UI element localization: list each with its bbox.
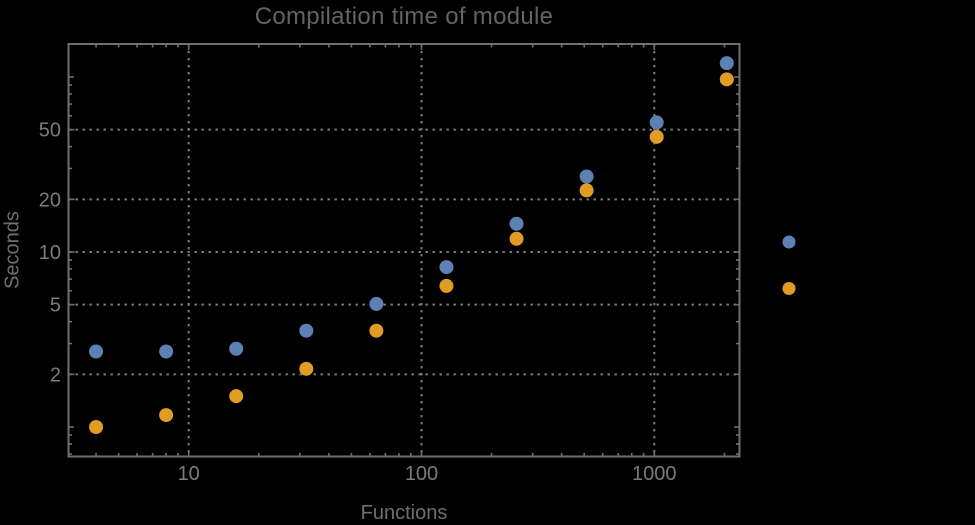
x-tick-label: 10 [178, 463, 200, 485]
data-point-series-blue-x512 [579, 169, 594, 184]
data-point-series-orange-x256 [509, 231, 524, 246]
data-point-series-blue-x16 [229, 341, 244, 356]
data-point-series-blue-x256 [509, 216, 524, 231]
y-tick-label: 20 [39, 189, 61, 211]
y-tick-label: 2 [50, 364, 61, 386]
legend-marker-0 [782, 235, 796, 249]
data-point-series-blue-x64 [369, 296, 384, 311]
y-tick-label: 50 [39, 120, 61, 142]
data-point-series-orange-x32 [299, 361, 314, 376]
data-point-series-orange-x64 [369, 323, 384, 338]
chart-title: Compilation time of module [254, 3, 554, 30]
data-point-series-orange-x4 [89, 420, 104, 434]
plot-frame [67, 43, 741, 458]
data-point-series-orange-x1024 [649, 129, 664, 144]
data-point-series-blue-x128 [439, 260, 454, 275]
y-tick-label: 10 [39, 242, 61, 264]
data-point-series-orange-x16 [229, 389, 244, 404]
x-tick-label: 1000 [632, 463, 677, 485]
legend-marker-1 [782, 282, 796, 295]
x-tick-label: 100 [405, 463, 438, 485]
data-point-series-orange-x128 [439, 278, 454, 293]
data-point-series-orange-x2048 [719, 72, 734, 87]
y-tick-label: 5 [50, 295, 61, 317]
data-point-series-orange-x8 [159, 408, 174, 423]
data-point-series-blue-x1024 [649, 115, 664, 130]
data-point-series-blue-x2048 [719, 56, 734, 71]
data-point-series-blue-x4 [89, 344, 104, 359]
data-point-series-blue-x32 [299, 323, 314, 338]
data-point-series-blue-x8 [159, 344, 174, 359]
data-point-series-orange-x512 [579, 183, 594, 198]
y-axis-label-text: Seconds [1, 211, 24, 289]
x-axis-label: Functions [360, 502, 448, 524]
